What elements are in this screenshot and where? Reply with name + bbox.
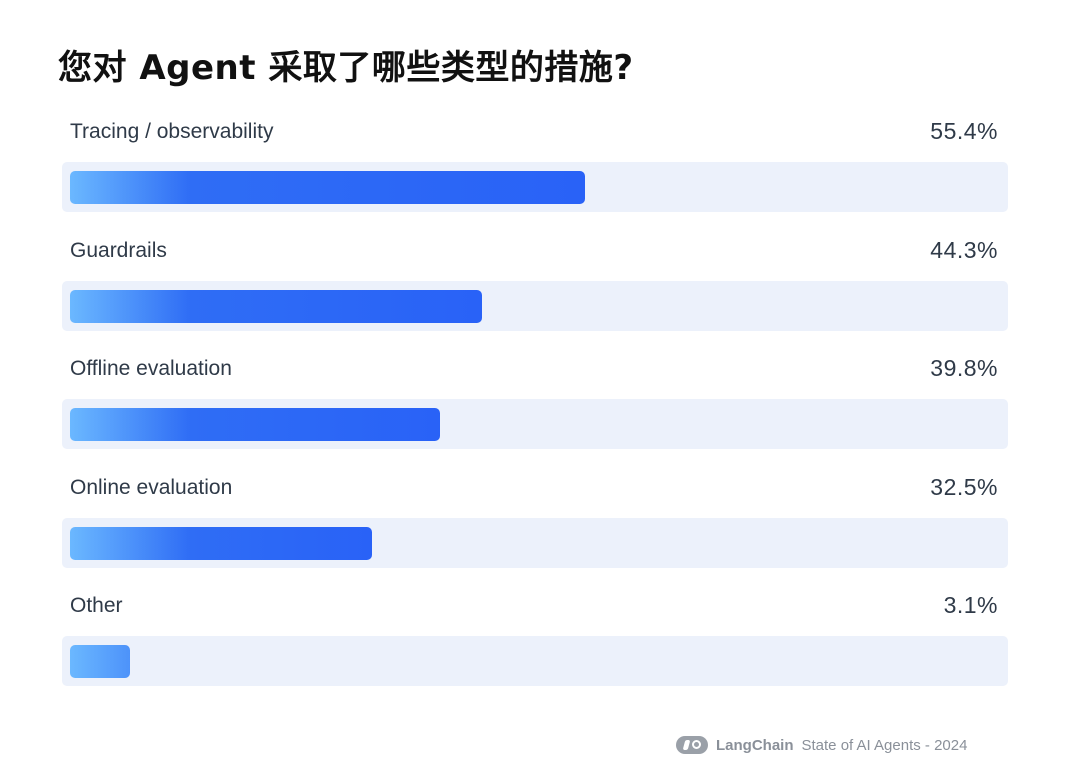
bar-row: Online evaluation 32.5% bbox=[62, 466, 1008, 585]
bar-row: Other 3.1% bbox=[62, 584, 1008, 703]
category-label: Online evaluation bbox=[70, 475, 233, 499]
value-label: 55.4% bbox=[930, 118, 998, 144]
bar-track bbox=[62, 517, 1008, 568]
footer-brand: LangChain bbox=[716, 736, 794, 754]
category-label: Offline evaluation bbox=[70, 357, 232, 380]
value-label: 39.8% bbox=[930, 355, 998, 381]
bar-row: Offline evaluation 39.8% bbox=[62, 347, 1008, 466]
category-label: Guardrails bbox=[70, 238, 167, 262]
footer: LangChain State of AI Agents - 2024 bbox=[676, 736, 967, 754]
bar-track bbox=[62, 162, 1008, 212]
value-label: 32.5% bbox=[930, 473, 998, 500]
bar bbox=[70, 289, 482, 323]
bar bbox=[70, 408, 441, 441]
bar-row: Guardrails 44.3% bbox=[62, 229, 1008, 348]
bar bbox=[70, 526, 373, 560]
bar-track bbox=[62, 399, 1008, 449]
langchain-logo-icon bbox=[676, 736, 708, 754]
bar-track bbox=[62, 636, 1008, 686]
value-label: 44.3% bbox=[930, 236, 998, 263]
value-label: 3.1% bbox=[943, 592, 998, 618]
chart-title: 您对 Agent 采取了哪些类型的措施? bbox=[58, 48, 634, 88]
footer-caption: State of AI Agents - 2024 bbox=[801, 736, 968, 754]
bar-chart: Tracing / observability 55.4% Guardrails 44… bbox=[62, 110, 1008, 703]
bar-track bbox=[62, 280, 1008, 331]
bar-row: Tracing / observability 55.4% bbox=[62, 110, 1008, 229]
bar bbox=[70, 645, 130, 678]
category-label: Tracing / observability bbox=[70, 120, 274, 143]
bar bbox=[70, 171, 586, 204]
category-label: Other bbox=[70, 594, 123, 617]
